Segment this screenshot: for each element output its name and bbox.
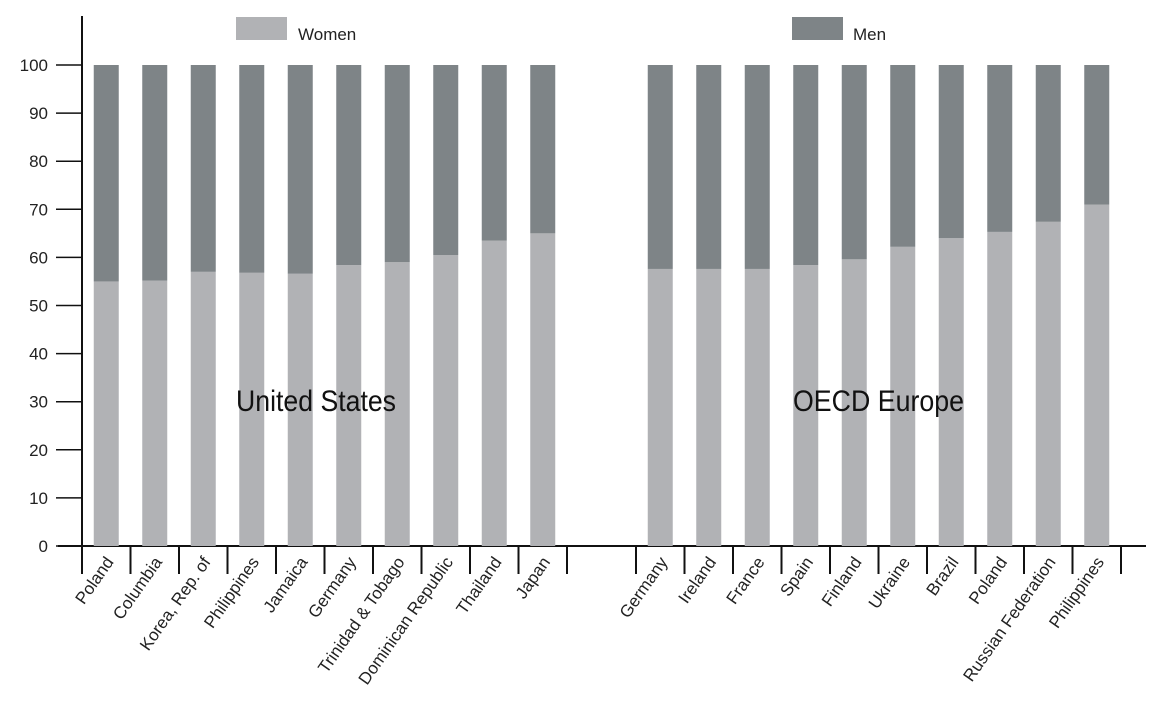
y-tick-label: 90	[29, 104, 48, 123]
bar-women	[433, 254, 459, 546]
bar-men	[530, 65, 556, 234]
bar-men	[384, 65, 410, 263]
legend-label-men: Men	[853, 25, 886, 44]
bar-men	[938, 65, 964, 239]
y-tick-label: 50	[29, 297, 48, 316]
bar-men	[1035, 65, 1061, 222]
x-category-label: Finland	[818, 553, 866, 610]
bar-women	[744, 268, 770, 546]
bar-men	[647, 65, 673, 269]
bar-women	[647, 268, 673, 546]
bar-women	[793, 265, 819, 546]
bar-women	[190, 271, 216, 546]
x-category-label: Germany	[616, 553, 672, 622]
bar-men	[841, 65, 867, 260]
x-category-label: Spain	[777, 553, 818, 600]
bar-women	[1084, 204, 1110, 547]
bar-men	[142, 65, 168, 281]
bar-women	[93, 281, 119, 546]
legend-swatch-men	[792, 17, 843, 40]
y-tick-label: 100	[20, 56, 48, 75]
bar-women	[336, 265, 362, 546]
group-label-oecd-europe: OECD Europe	[793, 385, 964, 418]
group-label-united-states: United States	[236, 385, 396, 418]
y-tick-label: 20	[29, 441, 48, 460]
bar-women	[384, 262, 410, 546]
x-category-label: Poland	[965, 553, 1011, 607]
x-category-label: France	[723, 553, 769, 607]
x-category-label: Jamaica	[260, 553, 312, 616]
bar-women	[239, 272, 265, 546]
y-tick-label: 80	[29, 152, 48, 171]
x-category-label: Trinidad & Tobago	[314, 553, 408, 676]
bar-men	[793, 65, 819, 266]
x-category-label: Poland	[72, 553, 118, 607]
bar-men	[190, 65, 216, 272]
bar-women	[938, 238, 964, 546]
x-category-label: Ukraine	[865, 553, 914, 612]
bar-men	[481, 65, 507, 241]
bar-women	[841, 259, 867, 546]
bar-men	[987, 65, 1013, 232]
x-category-label: Russian Federation	[959, 553, 1059, 685]
bar-women	[890, 246, 916, 546]
x-category-label: Ireland	[675, 553, 720, 606]
x-category-label: Brazil	[923, 553, 963, 599]
legend-label-women: Women	[298, 25, 356, 44]
bar-men	[93, 65, 119, 282]
legend-swatch-women	[236, 17, 287, 40]
bar-men	[239, 65, 265, 273]
x-category-label: Thailand	[453, 553, 506, 617]
bar-women	[530, 233, 556, 546]
y-tick-label: 10	[29, 489, 48, 508]
bar-men	[336, 65, 362, 266]
bar-men	[890, 65, 916, 247]
bar-women	[1035, 221, 1061, 546]
bar-women	[696, 268, 722, 546]
bar-men	[744, 65, 770, 269]
bar-men	[287, 65, 313, 274]
legend: Women Men	[236, 17, 886, 44]
y-tick-label: 60	[29, 248, 48, 267]
bar-men	[433, 65, 459, 255]
bar-women	[287, 273, 313, 546]
y-tick-label: 70	[29, 200, 48, 219]
bar-women	[142, 280, 168, 546]
bar-women	[987, 231, 1013, 547]
bars	[93, 65, 1110, 547]
y-tick-label: 0	[39, 537, 48, 556]
x-category-label: Dominican Republic	[355, 553, 458, 688]
y-tick-label: 40	[29, 345, 48, 364]
y-tick-label: 30	[29, 393, 48, 412]
bar-men	[1084, 65, 1110, 205]
bar-men	[696, 65, 722, 269]
bar-women	[481, 240, 507, 546]
axes: 0 10 20 30 40 50 60 70 80 90 100	[20, 16, 1146, 574]
